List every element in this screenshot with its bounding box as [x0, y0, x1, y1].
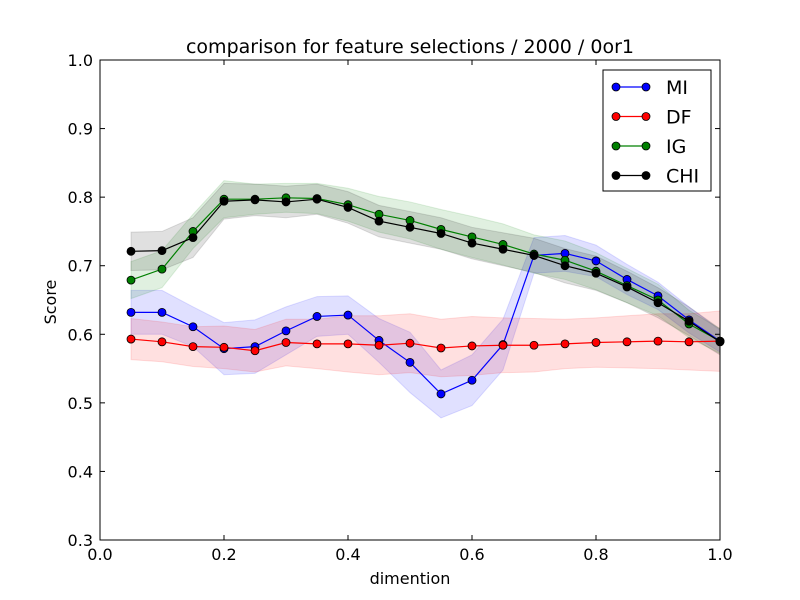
data-point-df	[374, 340, 384, 350]
data-point-mi	[157, 307, 167, 317]
data-point-df	[622, 337, 632, 347]
legend-label-mi: MI	[666, 77, 688, 99]
x-axis-label: dimention	[370, 569, 451, 588]
legend-box	[602, 69, 712, 192]
y-tick-label: 0.7	[68, 257, 93, 276]
x-tick-label: 0.8	[583, 545, 608, 564]
data-point-df	[219, 342, 229, 352]
data-point-chi	[157, 246, 167, 256]
series-line-df	[130, 338, 721, 352]
data-point-df	[343, 339, 353, 349]
data-point-mi	[281, 326, 291, 336]
series-line-chi	[130, 198, 721, 343]
data-point-df	[312, 339, 322, 349]
x-axis-ticks: 0.0 0.2 0.4 0.6 0.8 1.0	[87, 60, 733, 564]
data-point-mi	[467, 375, 477, 385]
confidence-bands	[130, 180, 721, 419]
data-point-df	[436, 343, 446, 353]
data-point-ig	[126, 275, 136, 285]
plot-frame	[99, 59, 721, 541]
legend-marker-chi	[611, 171, 621, 180]
data-point-mi	[126, 307, 136, 317]
legend-marker-chi	[641, 171, 651, 180]
data-point-mi	[312, 312, 322, 321]
y-tick-label: 1.0	[68, 51, 93, 70]
legend-marker-mi	[641, 82, 651, 92]
legend-label-chi: CHI	[666, 166, 699, 188]
x-tick-label: 0.4	[335, 545, 360, 564]
data-point-chi	[188, 233, 198, 243]
data-point-df	[653, 336, 663, 346]
data-point-df	[126, 334, 136, 344]
series-lines	[130, 197, 721, 395]
y-tick-label: 0.6	[68, 325, 93, 344]
data-point-df	[498, 340, 508, 350]
data-point-mi	[436, 389, 446, 399]
y-tick-label: 0.3	[68, 531, 93, 550]
y-tick-label: 0.9	[68, 120, 93, 139]
data-point-df	[250, 346, 260, 356]
data-point-df	[157, 337, 167, 347]
data-point-chi	[312, 194, 322, 204]
data-point-chi	[622, 282, 632, 292]
data-point-chi	[250, 195, 260, 205]
data-point-mi	[188, 322, 198, 332]
data-point-ig	[157, 264, 167, 274]
data-point-df	[405, 338, 415, 348]
data-point-df	[281, 338, 291, 347]
x-tick-label: 0.2	[211, 545, 236, 564]
y-axis-label: Score	[41, 280, 60, 325]
legend-marker-mi	[611, 82, 621, 92]
data-point-chi	[591, 268, 601, 278]
y-tick-label: 0.5	[68, 394, 93, 413]
series-line-ig	[130, 197, 721, 342]
data-point-chi	[684, 316, 694, 326]
legend-marker-df	[641, 112, 651, 121]
y-tick-label: 0.8	[68, 188, 93, 207]
data-point-df	[591, 338, 601, 347]
legend-label-df: DF	[666, 107, 692, 129]
legend-label-ig: IG	[666, 136, 686, 158]
data-point-chi	[560, 261, 570, 271]
data-point-chi	[653, 298, 663, 308]
data-point-chi	[467, 238, 477, 248]
data-point-df	[529, 340, 539, 350]
legend-marker-ig	[611, 141, 621, 151]
x-tick-label: 0.0	[87, 545, 112, 564]
data-point-mi	[405, 357, 415, 367]
data-point-chi	[126, 246, 136, 256]
data-point-df	[684, 337, 694, 347]
chart-title: comparison for feature selections / 2000…	[186, 36, 634, 58]
y-tick-label: 0.4	[68, 462, 93, 481]
data-point-chi	[219, 196, 229, 206]
data-point-chi	[436, 229, 446, 238]
legend: MI DF IG CHI	[602, 69, 712, 192]
plot-area	[126, 180, 725, 419]
data-point-chi	[529, 251, 539, 260]
legend-marker-df	[611, 112, 621, 121]
data-point-chi	[374, 216, 384, 226]
x-tick-label: 1.0	[707, 545, 732, 564]
x-tick-label: 0.6	[459, 545, 484, 564]
legend-marker-ig	[641, 141, 651, 151]
data-point-df	[560, 339, 570, 349]
data-point-chi	[405, 222, 415, 232]
data-point-mi	[343, 310, 353, 320]
series-points	[126, 193, 725, 399]
data-point-df	[467, 341, 477, 351]
data-point-chi	[281, 197, 291, 207]
data-point-chi	[343, 203, 353, 212]
y-axis-ticks: 0.3 0.4 0.5 0.6 0.7 0.8 0.9 1.0	[68, 51, 720, 550]
data-point-mi	[591, 256, 601, 266]
data-point-df	[188, 342, 198, 352]
data-point-chi	[498, 244, 508, 254]
